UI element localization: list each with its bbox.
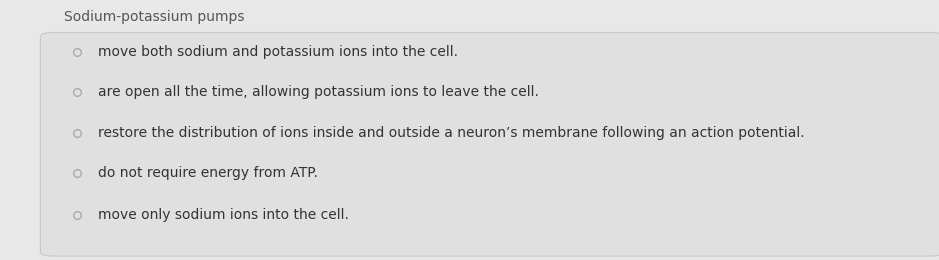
Text: Sodium-potassium pumps: Sodium-potassium pumps xyxy=(64,10,244,24)
Text: restore the distribution of ions inside and outside a neuron’s membrane followin: restore the distribution of ions inside … xyxy=(98,126,805,140)
Text: are open all the time, allowing potassium ions to leave the cell.: are open all the time, allowing potassiu… xyxy=(98,85,539,99)
Text: move only sodium ions into the cell.: move only sodium ions into the cell. xyxy=(98,207,348,222)
Text: move both sodium and potassium ions into the cell.: move both sodium and potassium ions into… xyxy=(98,45,457,59)
Text: do not require energy from ATP.: do not require energy from ATP. xyxy=(98,166,317,180)
FancyBboxPatch shape xyxy=(40,32,939,256)
